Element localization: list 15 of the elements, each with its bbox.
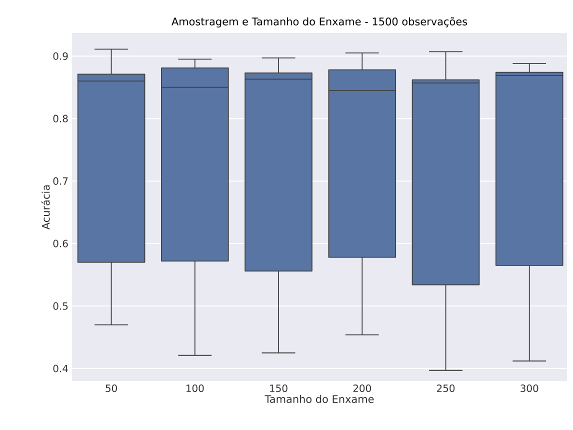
x-tick-label: 100 (186, 384, 204, 392)
y-axis-title: Acurácia (41, 185, 50, 230)
x-tick-label: 50 (106, 384, 117, 392)
y-tick-label: 0.9 (53, 52, 68, 60)
y-tick-label: 0.8 (53, 114, 68, 122)
x-tick-label: 250 (436, 384, 455, 392)
chart-title: Amostragem e Tamanho do Enxame - 1500 observações (172, 17, 468, 28)
x-axis-title: Tamanho do Enxame (264, 394, 374, 403)
y-tick-label: 0.6 (53, 240, 68, 248)
x-tick-label: 150 (270, 384, 288, 392)
y-tick-label: 0.5 (53, 302, 68, 310)
y-tick-label: 0.7 (53, 177, 68, 185)
x-tick-label: 200 (353, 384, 371, 392)
x-tick-label: 300 (520, 384, 538, 392)
y-tick-label: 0.4 (53, 364, 68, 372)
